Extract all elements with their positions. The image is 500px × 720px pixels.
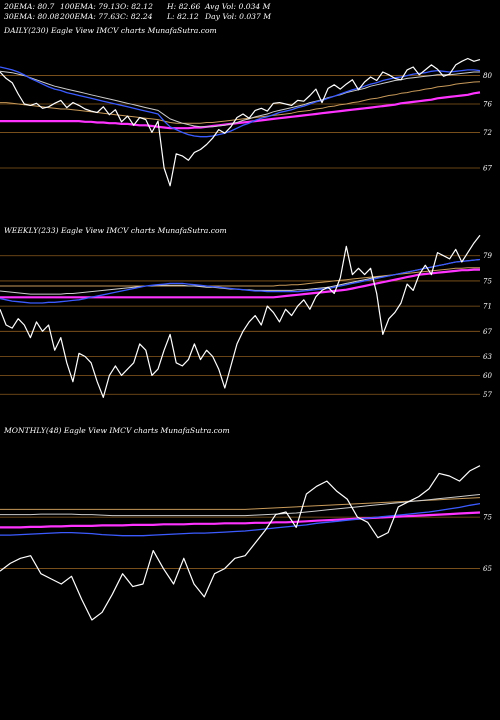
- monthly-ema30-line: [0, 494, 481, 517]
- daily-y-tick-label: 72: [483, 129, 492, 137]
- monthly-y-tick-label: 65: [483, 565, 492, 573]
- open-stat: O: 82.12: [120, 2, 153, 11]
- ema100-stat: 100EMA: 79.13: [60, 2, 121, 11]
- weekly-y-tick-label: 67: [483, 328, 492, 336]
- weekly-y-tick-label: 57: [483, 391, 492, 399]
- daily-ema200-line: [0, 91, 481, 130]
- monthly-y-tick-label: 75: [483, 514, 492, 522]
- monthly-ema20-line: [0, 502, 481, 537]
- ema200-stat: 200EMA: 77.63: [60, 12, 121, 21]
- daily-ema100-line: [0, 81, 481, 124]
- daily-ema20-line: [0, 66, 481, 138]
- monthly-price-line: [0, 465, 481, 621]
- weekly-panel-title: WEEKLY(233) Eagle View IMCV charts Munaf…: [4, 226, 227, 235]
- monthly-panel: 75 65: [0, 465, 492, 621]
- weekly-ema20-line: [0, 258, 481, 304]
- daily-y-tick-label: 67: [483, 165, 492, 173]
- daily-ema30-line: [0, 70, 480, 128]
- ema30-stat: 30EMA: 80.08: [4, 12, 60, 21]
- monthly-ema100-line: [0, 497, 481, 510]
- weekly-y-tick-label: 79: [483, 252, 492, 260]
- daily-panel: 80 76 72 67: [0, 57, 492, 187]
- daily-y-tick-label: 76: [483, 101, 492, 109]
- avg-vol-stat: Avg Vol: 0.034 M: [205, 2, 271, 11]
- daily-panel-title: DAILY(230) Eagle View IMCV charts Munafa…: [4, 26, 217, 35]
- monthly-ema200-line: [0, 511, 481, 529]
- ema20-stat: 20EMA: 80.7: [4, 2, 55, 11]
- daily-price-line: [0, 57, 481, 187]
- weekly-y-tick-label: 75: [483, 277, 492, 285]
- weekly-y-tick-label: 71: [483, 303, 492, 311]
- weekly-y-tick-label: 60: [483, 372, 492, 380]
- daily-y-tick-label: 80: [483, 72, 492, 80]
- high-stat: H: 82.66: [167, 2, 201, 11]
- weekly-price-line: [0, 234, 481, 398]
- low-stat: L: 82.12: [167, 12, 199, 21]
- day-vol-stat: Day Vol: 0.037 M: [205, 12, 272, 21]
- weekly-ema200-line: [0, 268, 480, 299]
- weekly-panel: 79 75 71 67 63 60 57: [0, 234, 492, 399]
- close-stat: C: 82.24: [120, 12, 153, 21]
- weekly-y-tick-label: 63: [483, 353, 492, 361]
- monthly-panel-title: MONTHLY(48) Eagle View IMCV charts Munaf…: [4, 426, 230, 435]
